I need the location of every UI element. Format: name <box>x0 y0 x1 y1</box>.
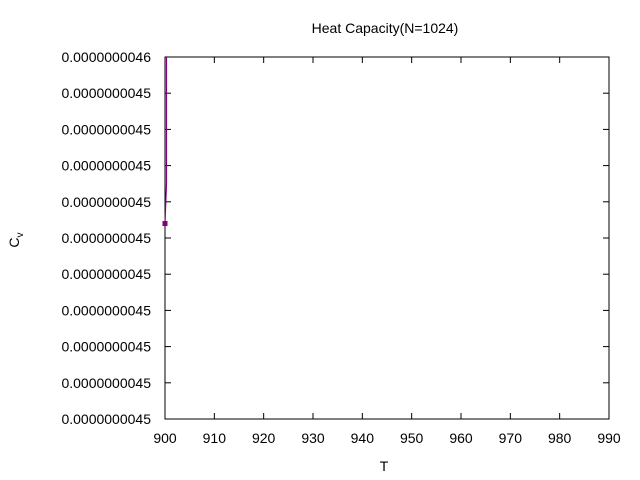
x-tick-label: 900 <box>153 430 177 446</box>
x-axis-label: T <box>380 458 389 474</box>
x-tick-label: 920 <box>252 430 276 446</box>
y-tick-label: 0.0000000045 <box>61 375 151 391</box>
y-tick-label: 0.0000000045 <box>61 158 151 174</box>
y-tick-label: 0.0000000045 <box>61 121 151 137</box>
y-axis-label-subscript: v <box>15 232 26 237</box>
x-axis-ticks: 900 910 920 930 940 950 960 970 980 990 <box>153 57 621 446</box>
series-line <box>164 57 168 224</box>
x-tick-label: 990 <box>597 430 621 446</box>
series-layer <box>162 57 168 227</box>
x-tick-label: 970 <box>499 430 523 446</box>
y-tick-label: 0.0000000045 <box>61 266 151 282</box>
chart-title: Heat Capacity(N=1024) <box>312 20 459 36</box>
y-axis-label: Cv <box>6 232 26 247</box>
y-axis-label-main: C <box>6 237 22 247</box>
y-tick-label: 0.0000000045 <box>61 85 151 101</box>
y-axis-ticks: 0.0000000045 0.0000000045 0.0000000045 0.00… <box>61 49 609 427</box>
y-tick-label: 0.0000000046 <box>61 49 151 65</box>
y-tick-label: 0.0000000045 <box>61 411 151 427</box>
x-tick-label: 940 <box>351 430 375 446</box>
x-tick-label: 980 <box>548 430 572 446</box>
series-point <box>162 221 168 227</box>
x-tick-label: 960 <box>449 430 473 446</box>
y-tick-label: 0.0000000045 <box>61 302 151 318</box>
x-tick-label: 930 <box>301 430 325 446</box>
x-tick-label: 910 <box>203 430 227 446</box>
x-tick-label: 950 <box>400 430 424 446</box>
y-tick-label: 0.0000000045 <box>61 230 151 246</box>
y-tick-label: 0.0000000045 <box>61 194 151 210</box>
y-tick-label: 0.0000000045 <box>61 339 151 355</box>
